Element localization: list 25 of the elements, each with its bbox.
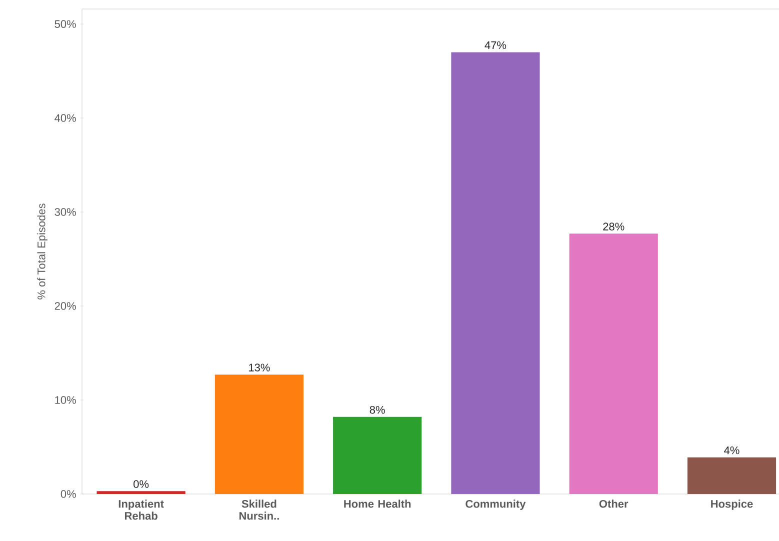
y-tick-label: 40%: [54, 114, 76, 122]
data-label: 0%: [134, 480, 149, 488]
bar: [451, 52, 540, 494]
y-tick-label: 50%: [54, 20, 76, 28]
data-label: 13%: [249, 364, 270, 372]
y-axis-title: % of Total Episodes: [37, 204, 48, 300]
x-tick-label: Home Health: [344, 500, 411, 508]
x-tick-label: Community: [466, 500, 526, 510]
bar: [214, 374, 304, 494]
bar: [333, 416, 422, 494]
x-tick-label: Inpatient Rehab: [118, 500, 164, 520]
x-tick-label: Hospice: [711, 500, 753, 510]
data-label: 4%: [724, 446, 740, 454]
bar: [687, 457, 776, 494]
data-label: 47%: [484, 41, 506, 50]
data-label: 28%: [603, 222, 624, 230]
y-tick-label: 0%: [60, 490, 76, 498]
bar: [569, 234, 658, 494]
bar: [96, 491, 186, 494]
y-tick-label: 30%: [54, 208, 76, 216]
x-tick-label: Other: [599, 500, 628, 508]
data-label: 8%: [370, 406, 385, 414]
y-tick-label: 20%: [54, 302, 76, 310]
y-tick-label: 10%: [55, 396, 76, 404]
x-tick-label: Skilled Nursin..: [239, 500, 279, 520]
